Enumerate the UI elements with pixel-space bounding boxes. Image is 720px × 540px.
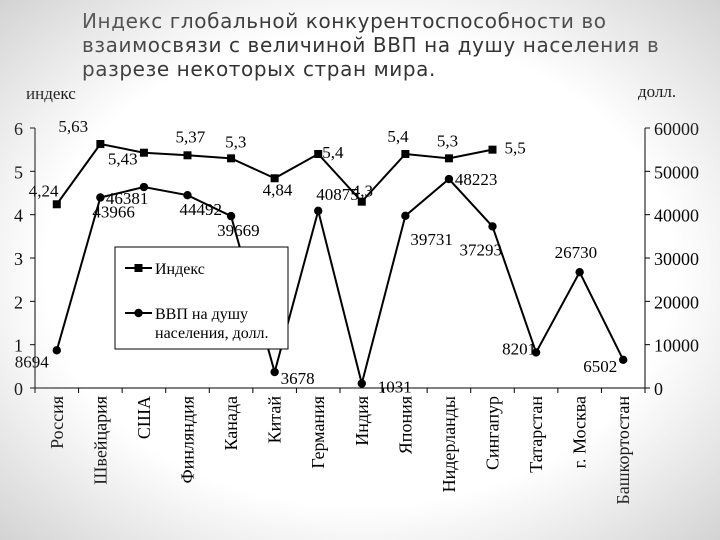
gdp-data-label: 39731 [410,230,453,249]
index-data-label: 5,5 [505,139,526,158]
y-left-tick-label: 0 [14,379,23,399]
index-data-label: 4,3 [352,182,373,201]
index-point [401,150,410,158]
index-data-label: 5,63 [58,117,88,136]
y-left-tick-label: 3 [14,249,23,269]
x-tick-label: Швейцария [90,396,110,485]
gdp-point [183,191,192,200]
y-right-axis-label: долл. [638,82,676,101]
y-left-tick-label: 6 [14,119,23,139]
x-tick-label: Япония [395,396,415,454]
gdp-data-label: 6502 [583,357,617,376]
gdp-data-label: 1031 [378,378,412,397]
gdp-data-label: 3678 [281,369,315,388]
gdp-point [96,193,105,202]
gdp-point [270,367,279,377]
x-tick-label: Канада [221,396,241,451]
gdp-data-label: 48223 [455,170,498,189]
index-data-label: 5,4 [387,127,409,146]
gdp-data-label: 8201 [502,339,536,358]
index-point [139,148,148,157]
chart-legend: Индекс ВВП на душу населения, долл. [114,246,289,350]
x-tick-label: Татарстан [526,396,546,473]
index-data-label: 4,24 [29,181,59,200]
y-right-tick-label: 50000 [654,162,699,182]
x-tick-label: Индия [352,396,372,446]
gdp-data-label: 26730 [555,243,598,262]
index-data-label: 5,37 [176,127,206,146]
gdp-point [357,379,366,388]
y-left-tick-label: 2 [14,292,23,312]
x-tick-label: Россия [47,396,67,449]
x-tick-label: Башкортостан [613,396,633,505]
index-point [183,151,192,160]
index-data-label: 4,84 [263,180,293,199]
x-tick-label: Китай [265,396,285,444]
y-right-tick-label: 60000 [654,119,699,139]
gdp-data-label: 37293 [460,240,503,259]
gdp-point [314,206,323,216]
index-point [314,150,323,158]
y-left-tick-label: 5 [14,162,23,182]
gdp-point [401,211,410,221]
index-point [488,145,497,154]
x-tick-label: г. Москва [570,396,590,468]
gdp-point [488,222,497,231]
index-data-label: 5,3 [225,132,246,151]
y-right-tick-label: 10000 [654,336,699,356]
gdp-point [575,267,584,277]
x-tick-label: Нидерланды [439,396,459,492]
legend-label-index: Индекс [155,261,205,278]
gdp-data-label: 46381 [106,189,149,208]
index-data-label: 5,3 [437,131,458,150]
x-tick-label: Сингапур [483,396,503,470]
gdp-data-label: 44492 [180,200,223,219]
y-left-axis-label: индекс [26,84,76,103]
index-point [96,140,105,149]
gdp-point [619,355,628,365]
chart-marks: 8694439664638144492396693678408751031397… [15,117,628,397]
gdp-point [52,346,61,355]
index-data-label: 5,4 [322,143,344,162]
gdp-data-label: 8694 [15,352,50,371]
index-point [444,154,453,163]
index-point [52,200,61,209]
y-right-tick-label: 30000 [654,249,699,269]
y-right-tick-label: 40000 [654,206,699,226]
x-tick-label: США [134,396,154,439]
y-right-tick-label: 20000 [654,292,699,312]
x-tick-label: Финляндия [178,396,198,483]
index-point [227,154,236,163]
gdp-data-label: 39669 [217,221,259,240]
gdp-point [444,174,454,184]
index-data-label: 5,43 [108,150,138,169]
x-tick-label: Германия [308,396,328,469]
y-left-tick-label: 4 [14,206,23,226]
y-right-tick-label: 0 [654,379,663,399]
legend-marker-circle [134,308,143,318]
legend-marker-square [134,264,143,272]
gdp-point [226,211,236,221]
